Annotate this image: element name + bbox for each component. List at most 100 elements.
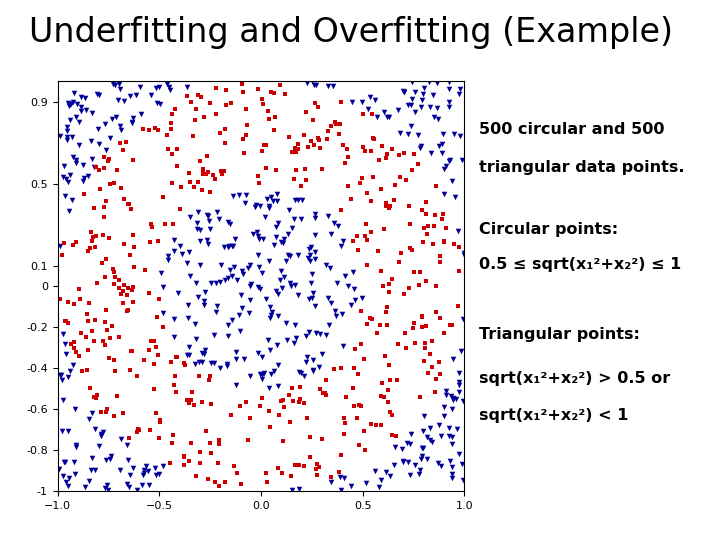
Point [392, 375, 403, 384]
Point [111, 392, 122, 400]
Point [263, 204, 274, 213]
Point [294, 382, 306, 391]
Point [94, 185, 105, 193]
Point [418, 412, 430, 421]
Point [452, 302, 464, 310]
Point [420, 197, 432, 206]
Point [174, 205, 186, 213]
Point [368, 133, 379, 142]
Point [168, 219, 179, 228]
Point [377, 379, 388, 387]
Point [62, 482, 73, 490]
Point [433, 421, 445, 430]
Point [209, 175, 220, 184]
Point [304, 453, 315, 461]
Point [320, 261, 331, 269]
Point [419, 344, 431, 353]
Point [79, 482, 91, 491]
Point [284, 278, 296, 287]
Point [365, 196, 377, 205]
Point [216, 170, 228, 179]
Point [82, 171, 94, 180]
Point [136, 480, 148, 489]
Point [183, 399, 194, 407]
Point [414, 393, 426, 401]
Point [384, 204, 395, 212]
Point [174, 241, 186, 250]
Point [168, 333, 179, 341]
Point [454, 90, 465, 98]
Point [273, 463, 284, 472]
Point [66, 100, 77, 109]
Point [302, 254, 314, 262]
Point [426, 363, 438, 372]
Point [449, 240, 460, 248]
Point [199, 346, 211, 355]
Point [274, 275, 286, 284]
Point [271, 197, 283, 206]
Point [459, 248, 470, 257]
Point [432, 114, 444, 123]
Point [184, 272, 196, 280]
Point [104, 134, 115, 143]
Point [75, 103, 86, 111]
Point [65, 116, 76, 124]
Point [118, 194, 130, 203]
Point [323, 82, 334, 90]
Point [90, 466, 102, 475]
Point [434, 257, 446, 266]
Point [335, 473, 346, 482]
Point [356, 340, 367, 348]
Point [362, 105, 374, 113]
Point [289, 461, 301, 470]
Point [384, 112, 395, 121]
Point [392, 340, 403, 348]
Point [433, 141, 445, 150]
Point [162, 256, 174, 265]
Point [364, 93, 375, 102]
Point [342, 181, 354, 190]
Point [437, 210, 449, 218]
Point [375, 421, 387, 429]
Point [153, 433, 165, 442]
Point [96, 408, 107, 416]
Point [273, 312, 284, 321]
Point [68, 89, 80, 97]
Point [334, 120, 346, 129]
Point [91, 89, 103, 98]
Point [197, 349, 208, 357]
Point [279, 272, 290, 281]
Point [152, 126, 163, 134]
Point [220, 275, 231, 284]
Point [194, 225, 206, 234]
Point [347, 237, 359, 246]
Point [88, 393, 99, 402]
Point [208, 359, 220, 368]
Point [455, 347, 467, 355]
Point [438, 238, 450, 246]
Point [458, 251, 469, 259]
Point [226, 271, 238, 280]
Point [101, 408, 112, 416]
Point [372, 329, 383, 338]
Point [238, 354, 250, 363]
Point [269, 113, 280, 122]
Point [387, 411, 398, 420]
Point [325, 478, 337, 487]
Point [86, 136, 97, 145]
Point [390, 431, 402, 440]
Point [279, 90, 290, 98]
Point [285, 281, 297, 290]
Point [434, 313, 446, 322]
Point [114, 139, 125, 147]
Point [234, 327, 246, 335]
Point [311, 471, 323, 480]
Point [77, 367, 89, 375]
Point [166, 438, 178, 447]
Point [400, 343, 412, 352]
Point [236, 303, 248, 312]
Point [113, 79, 125, 88]
Point [69, 405, 81, 414]
Point [279, 234, 290, 243]
Point [191, 225, 202, 234]
